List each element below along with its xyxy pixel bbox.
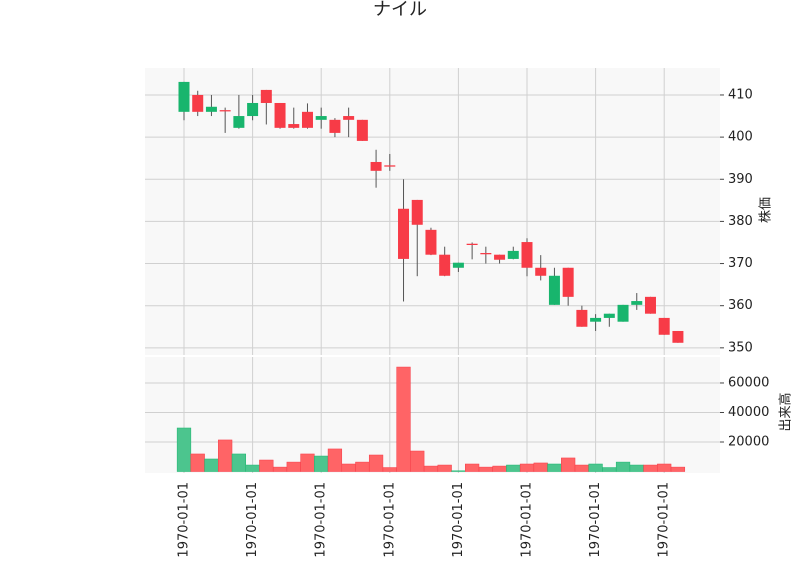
candle-body <box>301 111 313 128</box>
volume-bar <box>314 455 329 472</box>
volume-axis-label: 出来高 <box>778 392 794 431</box>
volume-bar <box>561 457 576 472</box>
candle-body <box>590 317 602 322</box>
x-tick-label: 1970-01-01 <box>314 482 329 558</box>
candle-body <box>329 119 341 133</box>
y-tick-label: 360 <box>728 298 753 313</box>
candle-body <box>494 254 506 260</box>
volume-bar <box>547 463 562 472</box>
volume-bar <box>355 461 370 472</box>
candle-body <box>192 94 204 112</box>
volume-bar <box>259 459 274 472</box>
volume-bar <box>437 464 452 472</box>
candle-body <box>521 242 533 268</box>
volume-bar <box>629 464 644 472</box>
candle-body <box>398 208 410 259</box>
candle-body <box>178 81 190 112</box>
volume-bar <box>272 466 288 472</box>
candle-body <box>384 165 396 167</box>
candle-body <box>535 267 547 276</box>
volume-bar <box>533 462 548 472</box>
volume-bar <box>300 453 315 472</box>
volume-bar <box>643 464 658 472</box>
volume-bar <box>574 464 589 472</box>
candle-body <box>644 296 656 314</box>
candle-body <box>548 275 560 305</box>
volume-bar <box>451 470 466 472</box>
volume-bar <box>327 448 343 472</box>
volume-bar <box>588 463 603 472</box>
y-tick-label: 400 <box>728 130 753 145</box>
y-tick-label: 390 <box>728 172 753 187</box>
volume-bar <box>396 366 411 472</box>
x-tick-label: 1970-01-01 <box>382 482 397 558</box>
candle-body <box>219 110 231 112</box>
candle-body <box>466 243 478 246</box>
candle-body <box>480 253 492 255</box>
candle-body <box>356 119 368 141</box>
volume-bar <box>423 465 439 472</box>
volume-bar <box>341 463 356 472</box>
x-tick-label: 1970-01-01 <box>520 482 535 558</box>
volume-panel <box>145 357 720 473</box>
candle-body <box>247 102 259 117</box>
candle-body <box>617 304 629 322</box>
candle-body <box>315 116 327 120</box>
volume-tick-label: 20000 <box>728 435 769 450</box>
x-tick-label: 1970-01-01 <box>245 482 260 558</box>
x-tick-label: 1970-01-01 <box>588 482 603 558</box>
y-tick-label: 410 <box>728 87 753 102</box>
volume-bar <box>615 461 631 472</box>
volume-bar <box>519 463 535 472</box>
volume-bar <box>465 463 480 472</box>
volume-bar <box>286 461 301 472</box>
volume-bar <box>231 453 246 472</box>
volume-tick-label: 40000 <box>728 405 769 420</box>
y-tick-label: 380 <box>728 214 753 229</box>
candle-body <box>603 313 615 318</box>
candle-body <box>507 250 519 259</box>
volume-bar <box>670 466 686 472</box>
volume-bar <box>478 466 493 472</box>
volume-bar <box>492 465 507 472</box>
candle-body <box>233 116 245 128</box>
candle-body <box>343 116 355 120</box>
volume-bar <box>218 439 233 472</box>
volume-bar <box>204 458 219 472</box>
y-axis-label: 株価 <box>759 197 774 223</box>
volume-bar <box>190 453 205 472</box>
candle-body <box>205 106 217 112</box>
chart-title: ナイル <box>373 0 427 20</box>
x-tick-label: 1970-01-01 <box>177 482 192 558</box>
candle-body <box>370 161 382 171</box>
candle-body <box>658 317 670 335</box>
candle-body <box>672 330 684 343</box>
candle-body <box>452 262 464 268</box>
volume-bar <box>382 467 397 472</box>
volume-bar <box>368 454 384 472</box>
candle-body <box>274 102 286 128</box>
x-tick-label: 1970-01-01 <box>451 482 466 558</box>
candle-body <box>576 309 588 327</box>
volume-bar <box>506 464 521 472</box>
volume-bar <box>602 467 617 472</box>
volume-bar <box>657 463 672 472</box>
candle-body <box>631 301 643 305</box>
candle-body <box>425 229 437 255</box>
candle-body <box>439 254 451 276</box>
volume-bar <box>245 464 260 472</box>
candle-body <box>411 199 423 225</box>
candle-body <box>288 124 300 128</box>
price-panel <box>145 68 720 355</box>
y-tick-label: 350 <box>728 340 753 355</box>
volume-bar <box>176 427 192 472</box>
candle-body <box>260 89 272 103</box>
x-tick-label: 1970-01-01 <box>657 482 672 558</box>
volume-tick-label: 60000 <box>728 375 769 390</box>
candle-body <box>562 267 574 297</box>
y-tick-label: 370 <box>728 256 753 271</box>
volume-bar <box>410 450 425 472</box>
